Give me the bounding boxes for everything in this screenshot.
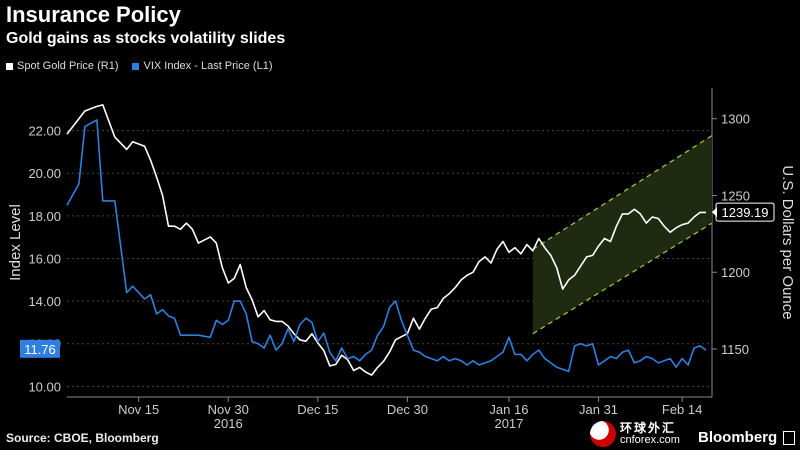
legend-item-gold: Spot Gold Price (R1): [6, 60, 118, 72]
legend-swatch-vix: [132, 62, 140, 70]
legend-item-vix: VIX Index - Last Price (L1): [132, 60, 272, 72]
watermark-cn: 环球外汇: [620, 421, 677, 435]
watermark-text: 环球外汇 cnforex.com: [620, 422, 680, 446]
y-tick-right: 1150: [721, 342, 749, 357]
bloomberg-logo: Bloomberg: [698, 429, 778, 446]
gold-value-label: 1239.19: [722, 205, 769, 220]
legend-label-vix: VIX Index - Last Price (L1): [143, 60, 273, 72]
series-line-vix: [66, 119, 707, 373]
x-tick-label: Feb 14: [662, 402, 702, 417]
trend-channel: [532, 135, 712, 334]
vix-value-box: [20, 339, 60, 358]
y-tick-right: 1250: [721, 188, 750, 203]
watermark-logo-icon: [590, 421, 616, 447]
x-year-label: 2016: [214, 416, 243, 431]
y-tick-left: 20.00: [28, 166, 61, 181]
y-tick-left: 14.00: [28, 294, 61, 309]
y-axis-label-right: U.S. Dollars per Ounce: [779, 165, 796, 319]
x-tick-label: Nov 15: [118, 402, 159, 417]
x-year-label: 2017: [494, 416, 523, 431]
legend-swatch-gold: [6, 62, 13, 70]
y-tick-left: 22.00: [28, 124, 61, 139]
vix-value-label: 11.76: [24, 342, 56, 357]
legend-label-gold: Spot Gold Price (R1): [17, 60, 119, 72]
x-tick-label: Jan 31: [579, 402, 618, 417]
series-line-gold: [66, 104, 706, 376]
y-axis-label-left: Index Level: [7, 204, 24, 281]
y-tick-left: 10.00: [28, 379, 61, 394]
chart-title: Insurance Policy: [6, 2, 181, 27]
x-tick-label: Dec 15: [297, 402, 338, 417]
y-tick-left: 16.00: [28, 251, 61, 266]
y-tick-right: 1300: [721, 112, 750, 127]
y-tick-right: 1200: [721, 265, 750, 280]
gold-value-pointer: [712, 207, 717, 218]
chart-subtitle: Gold gains as stocks volatility slides: [6, 30, 286, 47]
watermark-en: cnforex.com: [620, 434, 680, 446]
bloomberg-box-icon: [783, 431, 795, 445]
channel-lower-line: [532, 222, 713, 335]
x-tick-label: Dec 30: [387, 402, 428, 417]
y-tick-left: 18.00: [28, 209, 61, 224]
source-note: Source: CBOE, Bloomberg: [6, 431, 159, 445]
watermark: 环球外汇 cnforex.com: [590, 420, 720, 448]
legend: Spot Gold Price (R1) VIX Index - Last Pr…: [6, 60, 272, 72]
x-tick-label: Nov 30: [208, 402, 249, 417]
x-tick-label: Jan 16: [489, 402, 528, 417]
